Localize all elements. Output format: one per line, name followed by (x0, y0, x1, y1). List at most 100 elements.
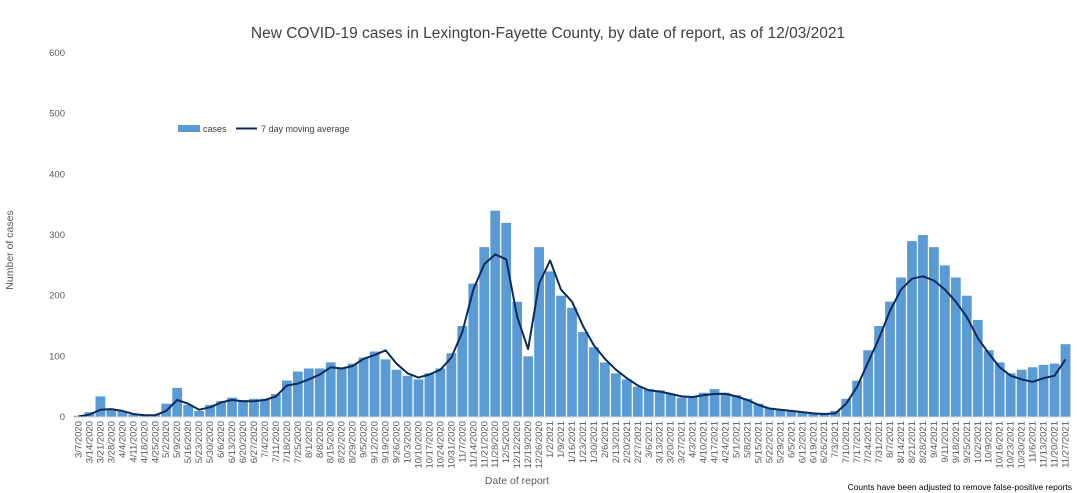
x-tick-label: 9/5/2020 (359, 421, 370, 458)
x-tick-label: 4/17/2021 (710, 421, 721, 463)
x-tick-label: 4/4/2020 (117, 421, 128, 458)
case-bar (281, 380, 292, 417)
case-bar (950, 277, 961, 417)
case-bar (797, 412, 808, 417)
case-bar (435, 368, 446, 417)
case-bar (380, 359, 391, 417)
x-tick-label: 9/11/2021 (940, 421, 951, 463)
x-tick-label: 3/13/2021 (655, 421, 666, 463)
case-bar (249, 398, 259, 417)
case-bar (556, 295, 566, 417)
case-bar (676, 397, 687, 417)
case-bar (194, 410, 205, 417)
x-tick-label: 3/7/2020 (73, 421, 84, 458)
x-tick-label: 6/5/2021 (786, 421, 797, 458)
case-bar (567, 307, 577, 417)
y-tick-label: 0 (60, 412, 65, 423)
x-tick-label: 12/26/2020 (534, 421, 545, 469)
case-bar (961, 295, 972, 417)
case-bar (863, 350, 873, 417)
legend-label-moving-average: 7 day moving average (261, 124, 350, 134)
x-tick-label: 2/13/2021 (611, 421, 622, 463)
x-tick-label: 10/9/2021 (984, 421, 995, 463)
y-axis-title: Number of cases (4, 210, 16, 289)
x-tick-label: 6/6/2020 (216, 421, 227, 458)
case-bar (501, 222, 512, 417)
case-bar (468, 283, 479, 417)
x-tick-label: 8/15/2020 (326, 421, 337, 463)
x-tick-label: 11/13/2021 (1039, 421, 1050, 468)
x-tick-label: 7/4/2020 (260, 421, 271, 458)
x-tick-label: 5/15/2021 (753, 421, 764, 463)
case-bar (643, 389, 654, 417)
case-bar (1016, 369, 1027, 417)
x-tick-label: 1/23/2021 (578, 421, 589, 463)
x-tick-label: 7/25/2020 (293, 421, 304, 463)
x-tick-label: 9/19/2020 (381, 421, 392, 463)
case-bar (808, 413, 819, 417)
case-bar (216, 401, 226, 417)
x-axis-title: Date of report (485, 475, 549, 487)
case-bar (106, 409, 117, 417)
x-tick-label: 12/12/2020 (512, 421, 523, 469)
case-bar (523, 356, 534, 417)
case-bar (731, 395, 742, 417)
x-tick-label: 11/20/2021 (1050, 421, 1061, 468)
x-tick-label: 9/12/2020 (370, 421, 381, 463)
x-tick-label: 12/19/2020 (523, 421, 534, 469)
case-bar (720, 392, 731, 417)
x-tick-label: 11/6/2021 (1028, 421, 1039, 463)
case-bar (874, 326, 884, 417)
x-tick-label: 5/8/2021 (742, 421, 753, 458)
case-bar (896, 277, 906, 417)
y-tick-label: 500 (49, 109, 65, 120)
x-tick-label: 8/8/2020 (315, 421, 326, 458)
case-bar (424, 373, 435, 417)
case-bar (775, 409, 786, 417)
x-tick-label: 6/19/2021 (808, 421, 819, 463)
case-bar (303, 368, 314, 417)
case-bar (260, 398, 270, 417)
case-bar (764, 407, 775, 417)
x-tick-label: 11/21/2020 (479, 421, 490, 468)
case-bar (786, 410, 797, 417)
case-bar (336, 368, 347, 417)
y-tick-label: 200 (49, 291, 65, 302)
y-tick-label: 400 (49, 169, 65, 180)
x-tick-label: 5/9/2020 (172, 421, 183, 458)
case-bar (1049, 363, 1060, 417)
case-bar (600, 362, 610, 417)
case-bar (534, 247, 544, 417)
case-bar (413, 379, 424, 417)
case-bar (589, 347, 599, 417)
x-tick-label: 7/17/2021 (852, 421, 863, 463)
x-tick-label: 7/11/2020 (271, 421, 282, 463)
x-tick-label: 4/25/2020 (150, 421, 161, 463)
x-tick-label: 5/30/2020 (205, 421, 216, 463)
x-tick-label: 6/27/2020 (249, 421, 260, 463)
x-tick-label: 5/16/2020 (183, 421, 194, 463)
x-tick-label: 11/28/2020 (490, 421, 501, 468)
case-bar (983, 350, 994, 417)
y-tick-label: 600 (49, 48, 65, 59)
case-bar (578, 332, 588, 417)
x-tick-label: 4/3/2021 (688, 421, 699, 458)
x-tick-label: 4/10/2021 (699, 421, 710, 463)
case-bar (391, 369, 402, 417)
x-tick-label: 3/14/2020 (84, 421, 95, 463)
case-bar (819, 413, 830, 417)
x-tick-label: 2/27/2021 (633, 421, 644, 463)
x-tick-label: 10/17/2020 (424, 421, 435, 469)
case-bar (1038, 364, 1049, 417)
case-bar (753, 403, 764, 417)
case-bar (490, 210, 501, 417)
case-bar (698, 392, 709, 417)
case-bar (1005, 373, 1016, 417)
x-tick-label: 6/20/2020 (238, 421, 249, 463)
x-tick-label: 4/18/2020 (139, 421, 150, 463)
case-bar (545, 271, 555, 417)
x-tick-label: 10/24/2020 (435, 421, 446, 469)
x-tick-label: 3/21/2020 (95, 421, 106, 463)
y-tick-label: 100 (49, 351, 65, 362)
